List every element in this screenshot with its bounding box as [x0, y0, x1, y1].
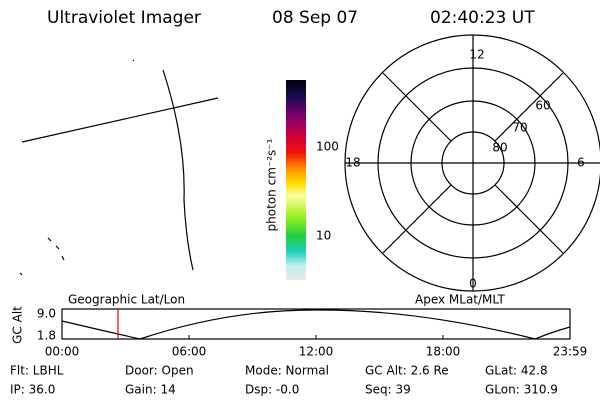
x-tick-label: 23:59 — [553, 345, 588, 359]
info-field: Dsp: -0.0 — [245, 383, 299, 397]
y-tick-label: 1.8 — [37, 329, 56, 343]
plot-frame — [61, 308, 571, 340]
polar-grid — [344, 34, 600, 292]
lat-label: 60 — [535, 99, 550, 113]
x-tick-label: 00:00 — [45, 345, 80, 359]
info-field: Mode: Normal — [245, 364, 329, 378]
info-field: GLon: 310.9 — [485, 383, 558, 397]
info-field: GC Alt: 2.6 Re — [365, 364, 449, 378]
colorbar-tick: 10 — [316, 229, 331, 243]
plot-title: Apex MLat/MLT — [415, 293, 505, 307]
info-field: IP: 36.0 — [10, 383, 55, 397]
info-field: Gain: 14 — [125, 383, 176, 397]
hour-label: 18 — [345, 156, 360, 170]
lat-label: 70 — [512, 121, 527, 135]
image-panel — [19, 59, 219, 276]
altitude-curve — [61, 309, 571, 340]
colorbar-tick: 100 — [316, 140, 339, 154]
colorbar — [286, 80, 306, 280]
info-field: Door: Open — [125, 364, 194, 378]
lat-label: 80 — [492, 141, 507, 155]
hour-label: 0 — [469, 277, 477, 291]
y-axis-label: GC Alt — [11, 306, 25, 344]
time: 02:40:23 UT — [430, 8, 535, 28]
info-field: GLat: 42.8 — [485, 364, 548, 378]
x-tick-label: 18:00 — [426, 345, 461, 359]
date: 08 Sep 07 — [272, 8, 358, 28]
x-tick-label: 06:00 — [172, 345, 207, 359]
hour-label: 6 — [577, 156, 585, 170]
info-field: Seq: 39 — [365, 383, 411, 397]
colorbar-label: photon cm⁻²s⁻¹ — [265, 138, 279, 231]
y-tick-label: 9.0 — [37, 307, 56, 321]
info-field: Flt: LBHL — [10, 364, 64, 378]
plot-title: Geographic Lat/Lon — [68, 293, 185, 307]
hour-label: 12 — [469, 48, 484, 62]
x-tick-label: 12:00 — [299, 345, 334, 359]
title: Ultraviolet Imager — [47, 8, 201, 28]
